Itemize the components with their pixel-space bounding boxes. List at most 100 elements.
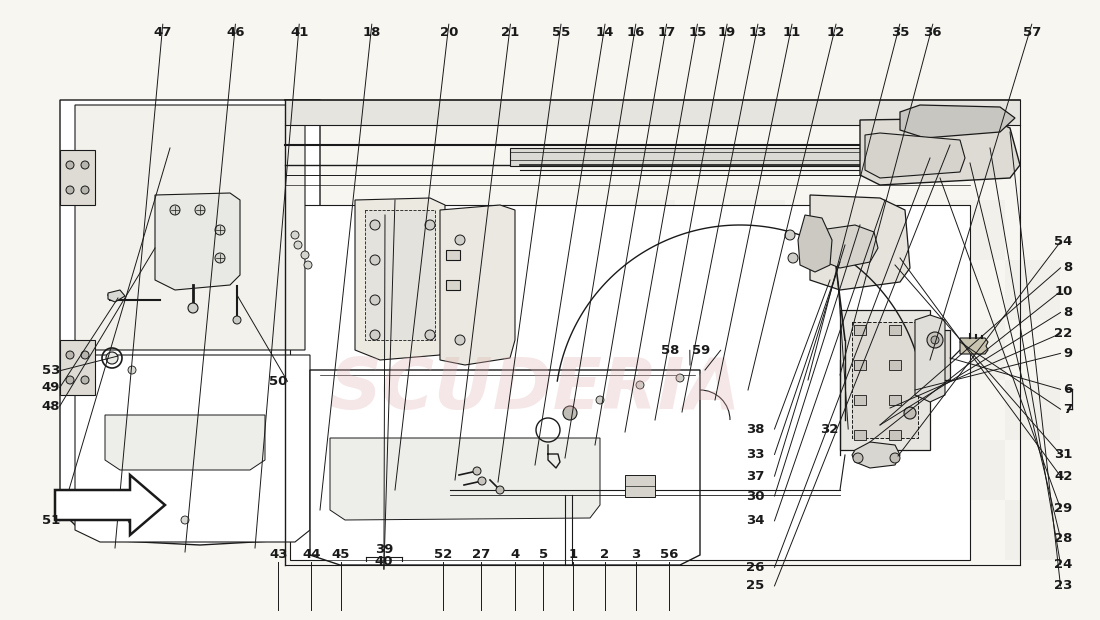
Circle shape <box>676 374 684 382</box>
Bar <box>852 322 918 438</box>
Circle shape <box>81 161 89 169</box>
Bar <box>446 280 460 290</box>
Circle shape <box>370 255 379 265</box>
Text: 34: 34 <box>746 515 764 527</box>
Polygon shape <box>155 193 240 290</box>
Polygon shape <box>75 355 310 542</box>
Text: SCUDERIA: SCUDERIA <box>330 355 741 425</box>
Text: 3: 3 <box>631 549 640 561</box>
Text: 59: 59 <box>692 344 711 356</box>
Circle shape <box>188 303 198 313</box>
Text: 30: 30 <box>746 490 764 502</box>
Text: 9: 9 <box>1064 347 1072 360</box>
Text: 16: 16 <box>627 26 645 38</box>
Text: 8: 8 <box>1064 262 1072 274</box>
Circle shape <box>478 477 486 485</box>
Text: 37: 37 <box>746 470 764 482</box>
Bar <box>620 440 675 500</box>
Circle shape <box>927 332 943 348</box>
Bar <box>290 205 970 560</box>
Circle shape <box>455 235 465 245</box>
Text: 31: 31 <box>1054 448 1072 461</box>
Text: 24: 24 <box>1054 558 1072 570</box>
Bar <box>895 260 950 320</box>
Circle shape <box>785 230 795 240</box>
Text: 8: 8 <box>1064 306 1072 319</box>
Circle shape <box>904 407 916 419</box>
Text: 4: 4 <box>510 549 519 561</box>
Circle shape <box>304 261 312 269</box>
Polygon shape <box>820 225 878 268</box>
Text: 48: 48 <box>42 400 60 412</box>
Bar <box>1005 500 1060 560</box>
Bar <box>950 320 1005 380</box>
Circle shape <box>301 251 309 259</box>
Bar <box>785 260 840 320</box>
Circle shape <box>66 186 74 194</box>
Circle shape <box>788 253 798 263</box>
Polygon shape <box>798 215 832 272</box>
Circle shape <box>294 241 302 249</box>
Circle shape <box>370 220 379 230</box>
Circle shape <box>496 486 504 494</box>
Polygon shape <box>310 370 700 565</box>
Circle shape <box>214 253 225 263</box>
Bar <box>60 340 95 395</box>
Text: 35: 35 <box>891 26 909 38</box>
Bar <box>730 440 785 500</box>
Circle shape <box>636 381 644 389</box>
Text: 12: 12 <box>827 26 845 38</box>
Polygon shape <box>365 210 435 340</box>
Text: 43: 43 <box>270 549 287 561</box>
Text: 29: 29 <box>1054 502 1072 515</box>
Text: 58: 58 <box>661 344 680 356</box>
Bar <box>895 380 950 440</box>
Text: 13: 13 <box>749 26 767 38</box>
Circle shape <box>128 516 136 524</box>
Polygon shape <box>865 133 965 178</box>
Bar <box>730 320 785 380</box>
Text: 18: 18 <box>363 26 381 38</box>
Circle shape <box>81 351 89 359</box>
Circle shape <box>890 453 900 463</box>
Text: 27: 27 <box>472 549 490 561</box>
Polygon shape <box>104 415 265 470</box>
Circle shape <box>170 205 180 215</box>
Bar <box>285 100 1020 125</box>
Text: 10: 10 <box>1054 285 1072 298</box>
Bar <box>840 310 929 450</box>
Text: 11: 11 <box>783 26 801 38</box>
Bar <box>889 360 901 370</box>
Text: 40: 40 <box>375 555 393 567</box>
Text: 50: 50 <box>270 375 288 388</box>
Circle shape <box>66 351 74 359</box>
Polygon shape <box>860 118 1020 185</box>
Circle shape <box>214 225 225 235</box>
Circle shape <box>931 336 939 344</box>
Text: 6: 6 <box>1064 383 1072 396</box>
Text: 38: 38 <box>746 423 764 435</box>
Text: 20: 20 <box>440 26 458 38</box>
Bar <box>854 395 866 405</box>
Polygon shape <box>355 198 446 360</box>
Bar <box>1005 260 1060 320</box>
Circle shape <box>128 366 136 374</box>
Bar <box>625 475 654 497</box>
Polygon shape <box>55 475 165 535</box>
Bar <box>60 150 95 205</box>
Circle shape <box>455 335 465 345</box>
Bar <box>1005 380 1060 440</box>
Polygon shape <box>960 338 988 354</box>
Text: 19: 19 <box>718 26 736 38</box>
Circle shape <box>852 453 864 463</box>
Circle shape <box>233 316 241 324</box>
Bar <box>895 500 950 560</box>
Text: 23: 23 <box>1054 580 1072 592</box>
Polygon shape <box>330 438 600 520</box>
Polygon shape <box>108 290 125 302</box>
Text: 17: 17 <box>658 26 675 38</box>
Circle shape <box>182 516 189 524</box>
Text: 53: 53 <box>42 365 60 377</box>
Polygon shape <box>900 105 1015 138</box>
Bar <box>730 200 785 260</box>
